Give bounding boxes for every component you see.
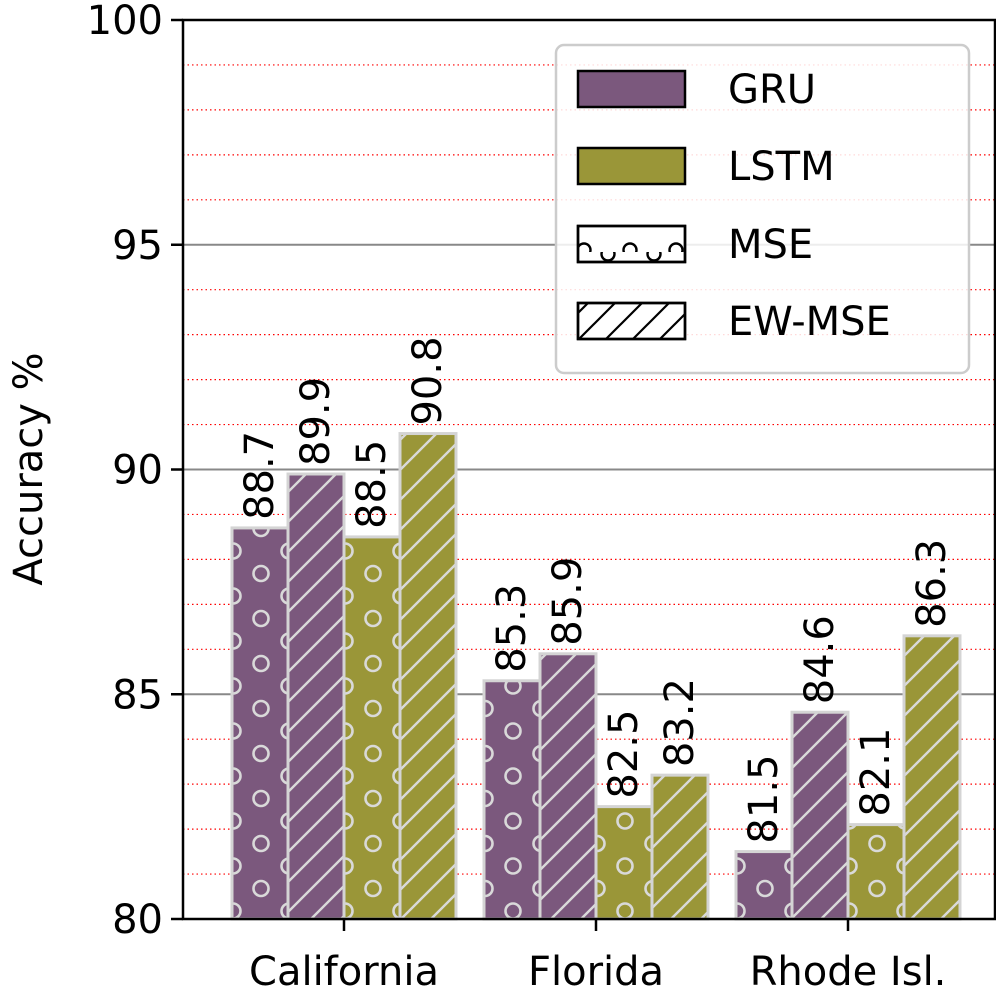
legend-box (554, 43, 971, 375)
bar-hatch (538, 652, 598, 921)
bar-hatch (482, 679, 542, 921)
legend-label: LSTM (728, 144, 835, 190)
legend-label: EW-MSE (728, 299, 891, 345)
legend-swatch-hatch (576, 224, 687, 264)
bar-hatch (342, 535, 402, 921)
legend-swatch-hatch (576, 301, 687, 341)
bar-value-labels: 88.789.988.590.8 85.3 85.9 82.5 83.2 81.5 84.6… (237, 336, 955, 843)
y-tick-label: 80 (112, 897, 163, 943)
legend-label: MSE (728, 222, 813, 268)
bar-value-label: 90.8 (405, 336, 451, 425)
x-tick-label: Florida (528, 949, 664, 995)
bar-hatch (846, 823, 906, 921)
bars-group (230, 432, 962, 921)
bar-hatch (398, 432, 458, 921)
y-tick-label: 100 (87, 0, 163, 44)
bar-hatch (650, 773, 710, 921)
bar-hatch (286, 472, 346, 921)
x-axis: California Florida Rhode Isl. (249, 919, 946, 995)
y-tick-label: 85 (112, 672, 163, 718)
bar-hatch (594, 805, 654, 921)
bar-value-label: 88.7 (237, 431, 283, 520)
bar-value-label: 86.3 (909, 539, 955, 628)
bar-hatch (790, 710, 850, 921)
y-axis: 80 85 90 95 100 (87, 0, 183, 943)
legend-swatch (576, 69, 687, 109)
bar-value-label: 82.5 (601, 710, 647, 799)
bar-value-label: 81.5 (741, 755, 787, 844)
y-tick-label: 95 (112, 223, 163, 269)
bar-value-label: 85.3 (489, 584, 535, 673)
x-tick-label: Rhode Isl. (750, 949, 947, 995)
legend-label: GRU (728, 67, 816, 113)
bar-value-label: 88.5 (349, 440, 395, 529)
y-axis-label: Accuracy % (6, 352, 52, 585)
y-tick-label: 90 (112, 448, 163, 494)
legend: GRU LSTM MSE EW-MSE (554, 43, 971, 375)
bar-value-label: 83.2 (657, 678, 703, 767)
bar-hatch (734, 850, 794, 921)
bar-hatch (902, 634, 962, 921)
bar-value-label: 89.9 (293, 377, 339, 466)
bar-value-label: 84.6 (797, 615, 843, 704)
bar-value-label: 82.1 (853, 728, 899, 817)
bar-hatch (230, 526, 290, 921)
bar-value-label: 85.9 (545, 557, 591, 646)
legend-swatch (576, 146, 687, 186)
x-tick-label: California (249, 949, 439, 995)
